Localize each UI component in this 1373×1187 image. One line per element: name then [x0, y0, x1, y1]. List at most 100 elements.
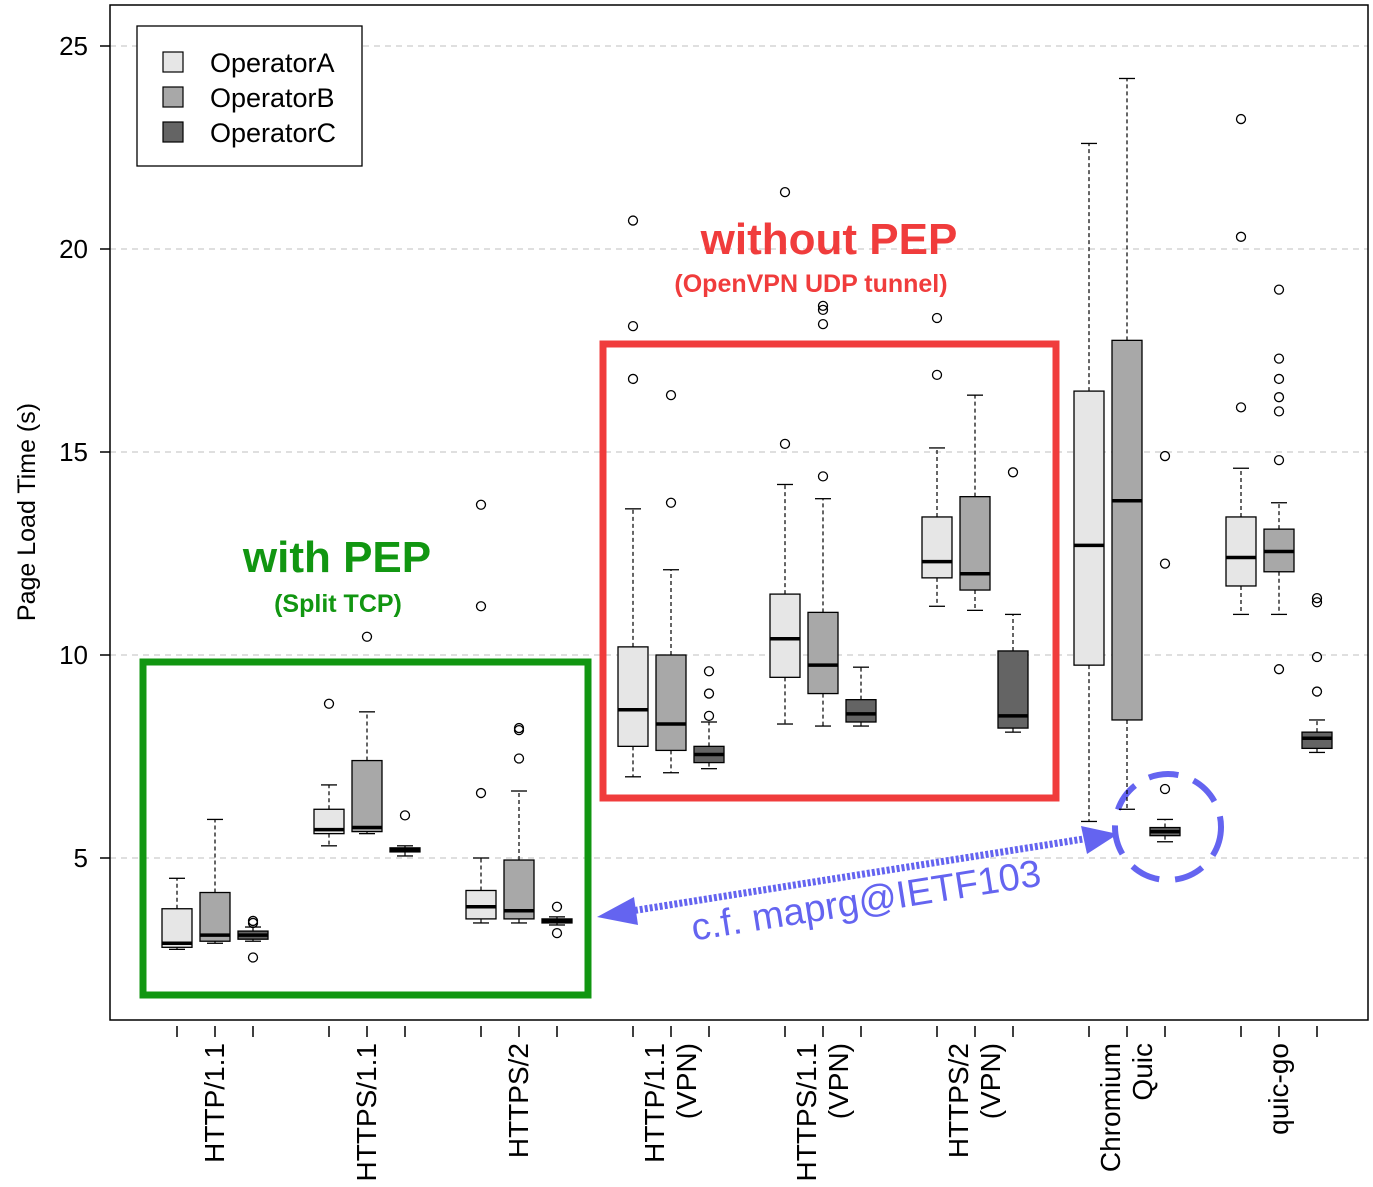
y-tick-label-5: 5 — [74, 843, 88, 873]
legend-label-OperatorA: OperatorA — [210, 48, 335, 78]
outlier-point-1 — [513, 724, 525, 736]
box-OperatorB-4 — [807, 300, 839, 727]
outlier-point-2 — [817, 304, 829, 316]
box-body — [1225, 516, 1257, 587]
legend-swatch-OperatorB — [162, 86, 184, 108]
with-pep-subtitle: (Split TCP) — [274, 590, 402, 618]
box-OperatorC-5 — [997, 467, 1029, 733]
box-body — [617, 646, 649, 748]
box-body — [465, 889, 497, 920]
outlier-point-0 — [475, 787, 487, 799]
box-OperatorC-7 — [1301, 593, 1333, 754]
axes: 5 10 15 20 25 HTTP/1.1 HTTPS/1.1 HTTPS/2 HTTP/1.… — [59, 31, 1318, 1181]
outlier-point-3 — [1273, 392, 1285, 403]
reference-arrow-line — [624, 833, 1097, 916]
grid-lines — [110, 45, 1368, 859]
y-tick-label-25: 25 — [59, 31, 88, 61]
y-axis-label: Page Load Time (s) — [13, 403, 41, 621]
x-category-label-1-0: HTTPS/1.1 — [351, 1043, 382, 1181]
x-category-label-0-0: HTTP/1.1 — [199, 1043, 230, 1163]
x-category-label-2-0: HTTPS/2 — [503, 1043, 534, 1158]
x-category-label-6-0: Chromium — [1095, 1043, 1126, 1172]
box-body — [921, 516, 953, 579]
box-OperatorC-4 — [845, 666, 877, 727]
outlier-point-2 — [247, 915, 259, 927]
outlier-point-3 — [1311, 593, 1323, 604]
outlier-point-2 — [1159, 450, 1171, 462]
box-body — [807, 611, 839, 695]
outlier-point-6 — [1273, 284, 1285, 295]
outlier-point-2 — [1235, 113, 1247, 125]
outlier-point-0 — [1273, 664, 1285, 675]
box-body — [161, 908, 193, 948]
outlier-point-1 — [551, 901, 563, 912]
box-body — [351, 759, 383, 833]
box-OperatorA-2 — [465, 499, 497, 924]
legend: OperatorA OperatorB OperatorC — [136, 25, 363, 167]
box-OperatorB-1 — [351, 631, 383, 835]
without-pep-title: without PEP — [700, 215, 958, 264]
reference-arrow-head-right — [1081, 826, 1118, 854]
box-OperatorC-0 — [237, 915, 269, 963]
x-category-label-5-1: (VPN) — [975, 1043, 1006, 1119]
box-OperatorC-1 — [389, 810, 421, 857]
outlier-point-2 — [513, 722, 525, 734]
annotation-texts: with PEP (Split TCP) without PEP (OpenVPN U… — [242, 215, 1044, 950]
outlier-point-1 — [1159, 558, 1171, 569]
box-OperatorB-2 — [503, 722, 535, 924]
box-OperatorB-7 — [1263, 284, 1295, 675]
box-OperatorB-3 — [655, 390, 687, 774]
x-category-label-3-0: HTTP/1.1 — [639, 1043, 670, 1163]
outlier-point-0 — [513, 753, 525, 764]
outlier-point-1 — [1235, 231, 1247, 242]
outlier-point-0 — [665, 497, 677, 508]
legend-label-OperatorC: OperatorC — [210, 118, 336, 148]
x-category-label-3-1: (VPN) — [671, 1043, 702, 1119]
box-body — [1073, 390, 1105, 666]
boxes — [161, 77, 1333, 963]
outlier-point-0 — [1235, 402, 1247, 413]
outlier-point-0 — [247, 952, 259, 963]
outlier-point-2 — [1311, 597, 1323, 608]
highlight-circle — [1112, 771, 1224, 883]
without-pep-region — [599, 340, 1060, 802]
box-OperatorA-7 — [1225, 113, 1257, 616]
legend-swatch-OperatorC — [162, 121, 184, 143]
outlier-point-0 — [1159, 783, 1171, 795]
box-body — [769, 593, 801, 678]
box-OperatorA-5 — [921, 312, 953, 607]
box-body — [959, 496, 991, 591]
annotation-rects — [139, 340, 1224, 999]
outlier-point-5 — [1273, 353, 1285, 364]
outlier-point-0 — [1311, 686, 1323, 697]
legend-label-OperatorB: OperatorB — [210, 83, 335, 113]
outlier-point-2 — [703, 666, 715, 677]
outlier-point-1 — [779, 187, 791, 198]
with-pep-title: with PEP — [242, 533, 431, 582]
reference-arrow-head-left — [597, 897, 638, 925]
x-category-label-4-0: HTTPS/1.1 — [791, 1043, 822, 1181]
outlier-point-0 — [361, 631, 373, 642]
box-OperatorC-2 — [541, 901, 573, 939]
reference-annotation: c.f. maprg@IETF103 — [688, 853, 1043, 950]
box-body — [1111, 339, 1143, 721]
box-OperatorA-3 — [617, 215, 649, 778]
y-tick-label-20: 20 — [59, 234, 88, 264]
box-OperatorA-6 — [1073, 142, 1105, 823]
x-category-label-4-1: (VPN) — [823, 1043, 854, 1119]
outlier-point-2 — [1273, 406, 1285, 417]
y-tick-label-10: 10 — [59, 640, 88, 670]
outlier-point-1 — [931, 312, 943, 324]
outlier-point-1 — [247, 917, 259, 929]
legend-swatch-OperatorA — [162, 51, 184, 73]
outlier-point-2 — [627, 215, 639, 226]
box-OperatorC-6 — [1149, 450, 1181, 843]
outlier-point-0 — [627, 373, 639, 385]
outlier-point-1 — [1273, 454, 1285, 466]
box-OperatorA-1 — [313, 698, 345, 847]
box-OperatorA-4 — [769, 187, 801, 725]
outlier-point-0 — [1007, 467, 1019, 478]
outlier-point-4 — [1273, 373, 1285, 385]
without-pep-subtitle: (OpenVPN UDP tunnel) — [674, 270, 947, 298]
